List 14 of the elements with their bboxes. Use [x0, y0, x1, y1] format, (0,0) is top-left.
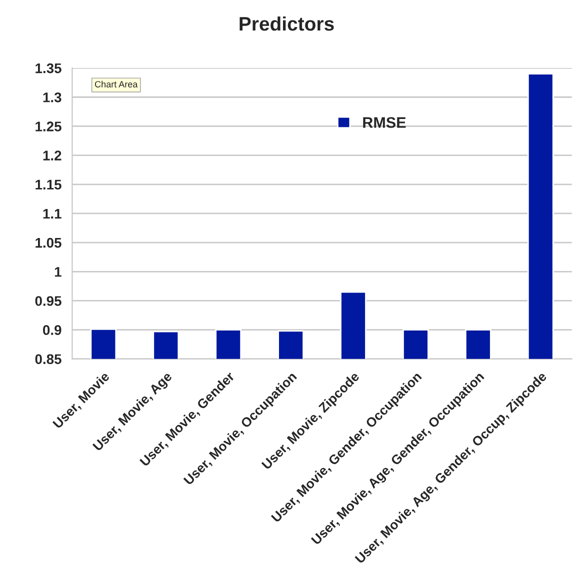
- y-tick-label: 1.25: [36, 122, 62, 132]
- chart-title: Predictors: [240, 16, 334, 31]
- y-tick-label: 0.9: [43, 325, 62, 335]
- y-tick-label: 1: [54, 267, 62, 277]
- y-tick-label: 1.15: [36, 180, 62, 190]
- y-tick-label: 1.2: [43, 150, 62, 160]
- y-tick-label: 1.3: [43, 92, 62, 102]
- y-tick-label: 0.85: [35, 354, 62, 364]
- y-tick-label: 1.35: [36, 63, 62, 74]
- y-tick-label: 1.05: [36, 238, 62, 248]
- y-tick-label: 1.1: [43, 208, 62, 219]
- annotation: Chart Area: [95, 80, 138, 88]
- legend-label: RMSE: [363, 117, 406, 128]
- y-tick-label: 0.95: [35, 296, 62, 306]
